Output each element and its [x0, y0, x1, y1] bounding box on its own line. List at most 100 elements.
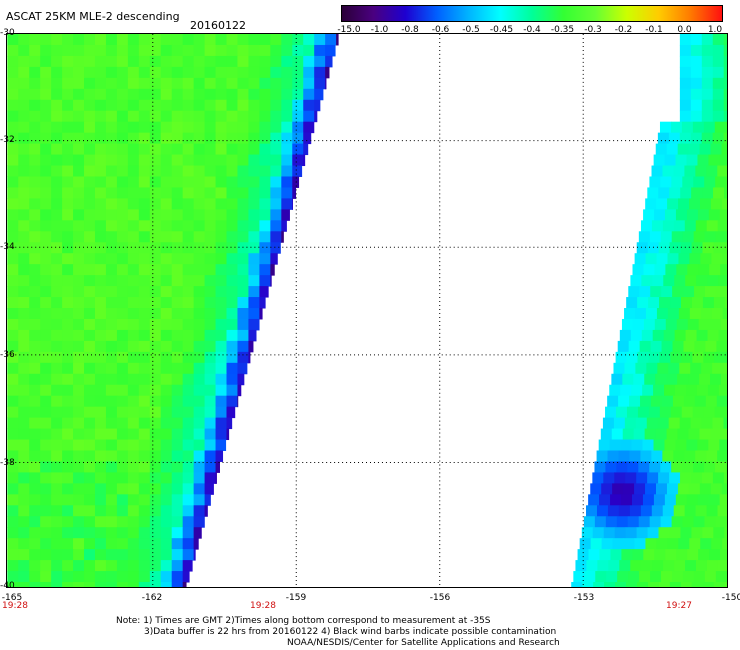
- swath-cell: [116, 439, 129, 451]
- swath-cell: [226, 55, 238, 68]
- swath-cell: [204, 318, 217, 331]
- swath-cell: [717, 450, 727, 462]
- swath-cell: [270, 34, 282, 46]
- scale-label: -0.45: [489, 25, 514, 35]
- swath-cell: [160, 395, 173, 408]
- swath-cell: [226, 209, 238, 221]
- swath-cell: [127, 571, 140, 583]
- swath-cell: [84, 395, 96, 408]
- swath-cell: [94, 308, 107, 320]
- swath-cell: [182, 187, 195, 199]
- swath-cell: [702, 187, 714, 199]
- swath-left: [7, 34, 339, 587]
- swath-cell: [138, 34, 151, 46]
- swath-cell: [677, 483, 690, 495]
- swath-cell: [665, 264, 677, 276]
- swath-cell: [193, 176, 206, 188]
- swath-cell: [193, 198, 206, 210]
- swath-cell: [149, 132, 162, 145]
- swath-cell: [171, 494, 184, 506]
- swath-cell: [204, 472, 217, 484]
- swath-cell: [7, 450, 19, 462]
- swath-cell: [215, 187, 228, 199]
- swath-cell: [676, 264, 688, 276]
- swath-cell: [73, 154, 85, 167]
- swath-cell: [707, 275, 719, 287]
- swath-cell: [701, 472, 714, 484]
- swath-cell: [160, 384, 173, 397]
- swath-cell: [160, 176, 173, 188]
- swath-cell: [259, 253, 271, 265]
- swath-cell: [160, 99, 173, 112]
- swath-cell: [259, 99, 271, 112]
- swath-cell: [73, 538, 85, 550]
- swath-cell: [73, 77, 85, 90]
- swath-cell: [663, 329, 676, 342]
- swath-cell: [7, 264, 19, 276]
- swath-cell: [116, 538, 129, 550]
- swath-cell: [29, 209, 41, 221]
- swath-cell: [616, 461, 628, 473]
- swath-cell: [215, 340, 228, 353]
- swath-cell: [116, 549, 129, 561]
- swath-cell: [105, 253, 118, 265]
- latitude-label: -40: [0, 581, 15, 591]
- swath-cell: [691, 187, 703, 199]
- swath-cell: [182, 483, 195, 495]
- swath-cell: [237, 110, 249, 123]
- swath-cell: [138, 450, 151, 462]
- swath-cell: [105, 165, 118, 177]
- swath-cell: [292, 187, 297, 199]
- swath-cell: [105, 505, 118, 517]
- swath-cell: [684, 165, 696, 177]
- swath-cell: [127, 231, 140, 243]
- swath-cell: [7, 44, 19, 57]
- swath-cell: [171, 66, 184, 79]
- swath-cell: [723, 55, 727, 68]
- swath-cell: [193, 439, 206, 451]
- swath-cell: [149, 231, 162, 243]
- swath-cell: [105, 461, 118, 473]
- swath-cell: [617, 340, 630, 353]
- swath-cell: [662, 220, 675, 232]
- swath-cell: [703, 406, 716, 419]
- swath-cell: [105, 560, 118, 572]
- swath-cell: [160, 494, 173, 506]
- swath-cell: [149, 428, 162, 441]
- swath-cell: [40, 373, 52, 386]
- swath-cell: [653, 439, 665, 451]
- swath-cell: [248, 318, 260, 331]
- swath-cell: [237, 143, 249, 156]
- swath-cell: [40, 318, 52, 331]
- swath-cell: [171, 384, 184, 397]
- swath-cell: [586, 560, 598, 572]
- swath-cell: [259, 220, 271, 232]
- swath-cell: [615, 582, 627, 587]
- swath-cell: [29, 560, 41, 572]
- swath-cell: [105, 549, 118, 561]
- swath-cell: [94, 439, 107, 451]
- swath-cell: [116, 242, 129, 254]
- swath-cell: [650, 571, 662, 583]
- swath-cell: [7, 176, 19, 188]
- swath-cell: [149, 99, 162, 112]
- swath-cell: [7, 143, 19, 156]
- swath-cell: [105, 88, 118, 101]
- swath-cell: [149, 176, 162, 188]
- swath-cell: [51, 110, 63, 123]
- swath-cell: [127, 242, 140, 254]
- swath-cell: [40, 99, 52, 112]
- swath-cell: [701, 88, 714, 101]
- swath-cell: [138, 165, 151, 177]
- swath-cell: [248, 66, 260, 79]
- swath-cell: [73, 110, 85, 123]
- swath-cell: [182, 582, 187, 587]
- swath-cell: [725, 351, 727, 364]
- swath-cell: [18, 329, 30, 342]
- swath-cell: [248, 264, 260, 276]
- swath-cell: [171, 395, 184, 408]
- swath-cell: [84, 66, 96, 79]
- swath-cell: [226, 121, 238, 134]
- swath-cell: [259, 165, 271, 177]
- swath-cell: [62, 450, 74, 462]
